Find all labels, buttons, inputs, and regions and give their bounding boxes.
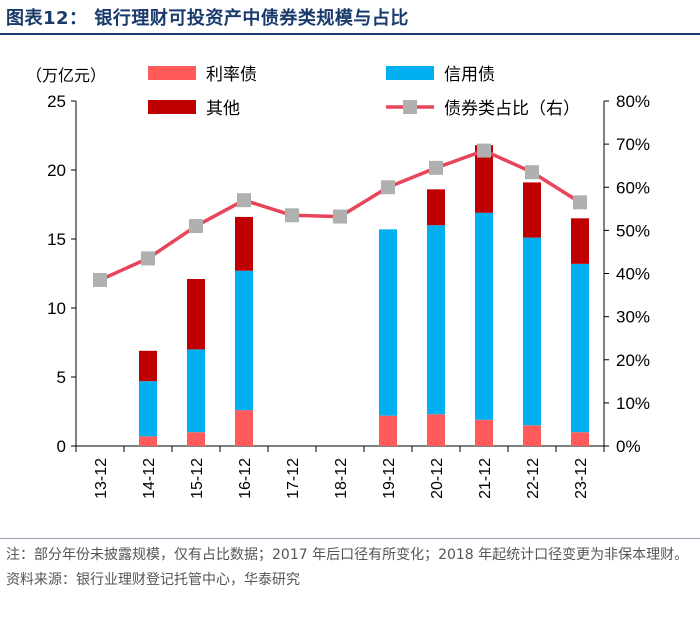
right-tick-label: 0% [616, 437, 641, 456]
bar-segment [427, 225, 445, 415]
right-tick-label: 10% [616, 394, 650, 413]
bar-segment [475, 212, 493, 420]
left-tick-label: 15 [47, 230, 66, 249]
share-point [237, 193, 251, 208]
x-tick-label: 13-12 [93, 458, 110, 499]
right-tick-label: 60% [616, 178, 650, 197]
x-tick-label: 15-12 [189, 458, 206, 499]
bar-segment [427, 189, 445, 226]
bar-segment [235, 410, 253, 446]
bar-segment [379, 415, 397, 446]
bar-segment [187, 279, 205, 350]
left-tick-label: 0 [57, 437, 66, 456]
left-tick-label: 5 [57, 368, 66, 387]
share-point [573, 195, 587, 210]
legend-label: 债券类占比（右） [444, 99, 580, 118]
legend-label: 信用债 [444, 65, 495, 84]
x-tick-label: 22-12 [525, 458, 542, 499]
share-point [477, 143, 491, 158]
bar-segment [235, 270, 253, 411]
share-point [189, 219, 203, 234]
legend-swatch [148, 66, 196, 80]
source-text: 资料来源：银行业理财登记托管中心，华泰研究 [6, 572, 300, 588]
bar-segment [187, 349, 205, 433]
note-text: 注：部分年份未披露规模，仅有占比数据；2017 年后口径有所变化；2018 年起… [6, 547, 689, 563]
legend-label: 利率债 [206, 65, 257, 84]
x-tick-label: 21-12 [477, 458, 494, 499]
bar-segment [235, 216, 253, 271]
share-point [381, 180, 395, 195]
share-point [285, 208, 299, 223]
title-rule [0, 33, 700, 35]
share-point [333, 209, 347, 224]
bar-segment [187, 432, 205, 446]
bar-segment [523, 425, 541, 446]
left-axis-label: （万亿元） [26, 67, 106, 85]
share-point [525, 165, 539, 180]
share-point [141, 251, 155, 266]
bar-segment [139, 381, 157, 437]
x-tick-label: 17-12 [285, 458, 302, 499]
right-tick-label: 80% [616, 92, 650, 111]
right-tick-label: 30% [616, 308, 650, 327]
x-tick-label: 18-12 [333, 458, 350, 499]
footer-rule [0, 538, 700, 539]
right-tick-label: 50% [616, 221, 650, 240]
x-tick-label: 20-12 [429, 458, 446, 499]
bar-segment [571, 432, 589, 446]
x-tick-label: 16-12 [237, 458, 254, 499]
legend-swatch-marker [403, 100, 417, 114]
share-point [93, 272, 107, 287]
bar-segment [427, 414, 445, 446]
bar-segment [523, 237, 541, 426]
left-tick-label: 20 [47, 161, 66, 180]
legend-swatch [148, 100, 196, 114]
bar-segment [475, 419, 493, 446]
x-tick-label: 23-12 [573, 458, 590, 499]
bars [139, 145, 589, 446]
left-tick-label: 25 [47, 92, 66, 111]
right-tick-label: 20% [616, 351, 650, 370]
x-tick-label: 14-12 [141, 458, 158, 499]
right-tick-label: 70% [616, 135, 650, 154]
bar-segment [475, 145, 493, 213]
share-point [429, 160, 443, 175]
figure-title: 图表12： 银行理财可投资产中债券类规模与占比 [6, 8, 409, 29]
legend-label: 其他 [206, 99, 240, 118]
axes: 0 5 10 15 20 25 （万亿元） 0% 10% 20% 30% 40% 50% 60% 70% 80… [26, 67, 650, 499]
bar-segment [379, 229, 397, 416]
bar-segment [571, 218, 589, 264]
bar-segment [571, 263, 589, 433]
line-series [93, 143, 587, 287]
bar-segment [139, 350, 157, 382]
left-tick-label: 10 [47, 299, 66, 318]
footnotes: 注：部分年份未披露规模，仅有占比数据；2017 年后口径有所变化；2018 年起… [6, 543, 696, 593]
right-tick-label: 40% [616, 265, 650, 284]
x-tick-label: 19-12 [381, 458, 398, 499]
bar-segment [139, 436, 157, 446]
bar-segment [523, 182, 541, 238]
legend-swatch [386, 66, 434, 80]
